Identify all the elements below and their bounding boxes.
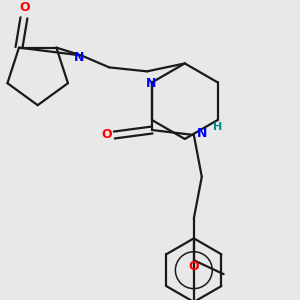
Text: H: H [213,122,222,132]
Text: N: N [146,77,156,90]
Text: N: N [196,127,207,140]
Text: O: O [101,128,112,142]
Text: O: O [20,2,30,14]
Text: N: N [74,51,85,64]
Text: O: O [188,260,199,273]
